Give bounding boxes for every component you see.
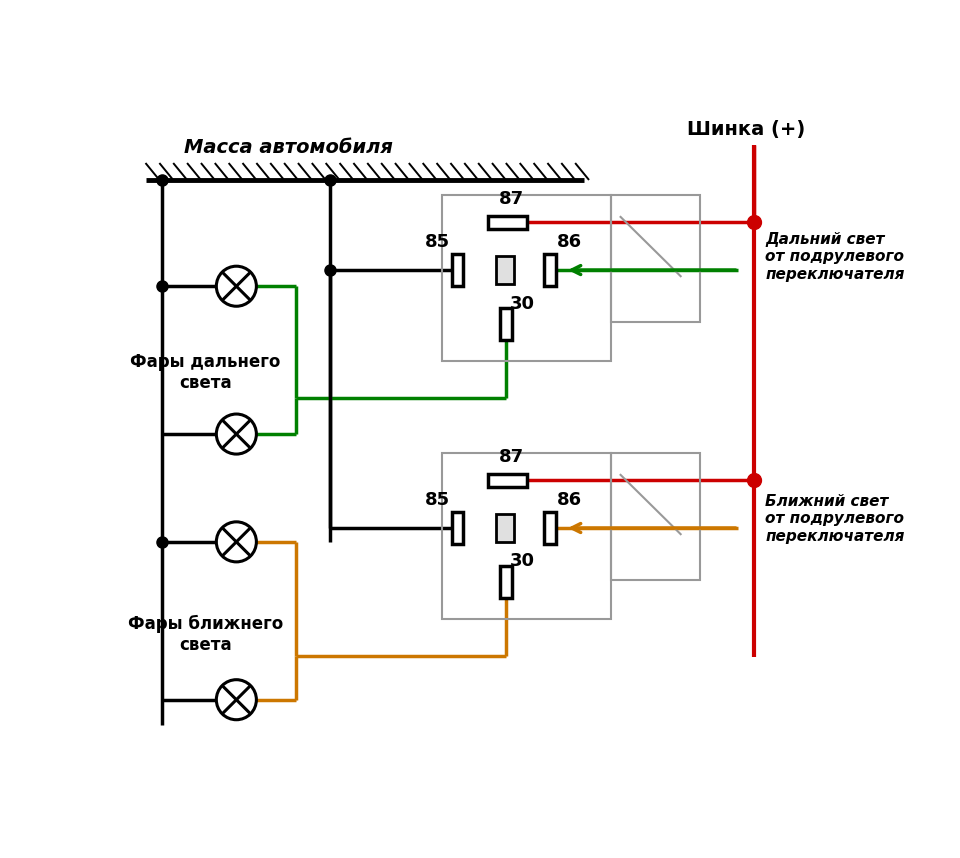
Text: 87: 87 xyxy=(498,190,524,208)
Bar xyxy=(612,453,700,580)
Bar xyxy=(500,565,512,598)
Text: 87: 87 xyxy=(498,448,524,466)
Bar xyxy=(451,254,463,287)
Bar xyxy=(496,514,515,542)
Text: Ближний свет
от подрулевого
переключателя: Ближний свет от подрулевого переключател… xyxy=(765,494,904,544)
Text: 85: 85 xyxy=(424,233,450,251)
Text: 30: 30 xyxy=(511,553,536,571)
Bar xyxy=(442,196,612,361)
Bar xyxy=(544,254,556,287)
Text: Дальний свет
от подрулевого
переключателя: Дальний свет от подрулевого переключател… xyxy=(765,232,904,282)
Bar xyxy=(544,512,556,544)
Bar xyxy=(496,257,515,284)
Text: Масса автомобиля: Масса автомобиля xyxy=(183,138,393,157)
Text: 85: 85 xyxy=(424,491,450,509)
Text: Фары дальнего
света: Фары дальнего света xyxy=(131,353,280,392)
Bar xyxy=(451,512,463,544)
Bar xyxy=(612,196,700,323)
Text: 86: 86 xyxy=(557,233,583,251)
Text: Фары ближнего
света: Фары ближнего света xyxy=(128,615,283,654)
Text: Шинка (+): Шинка (+) xyxy=(687,120,805,139)
Bar xyxy=(500,308,512,340)
Text: 86: 86 xyxy=(557,491,583,509)
Bar xyxy=(442,453,612,619)
Bar xyxy=(488,215,527,229)
Bar xyxy=(488,474,527,486)
Text: 30: 30 xyxy=(511,294,536,312)
